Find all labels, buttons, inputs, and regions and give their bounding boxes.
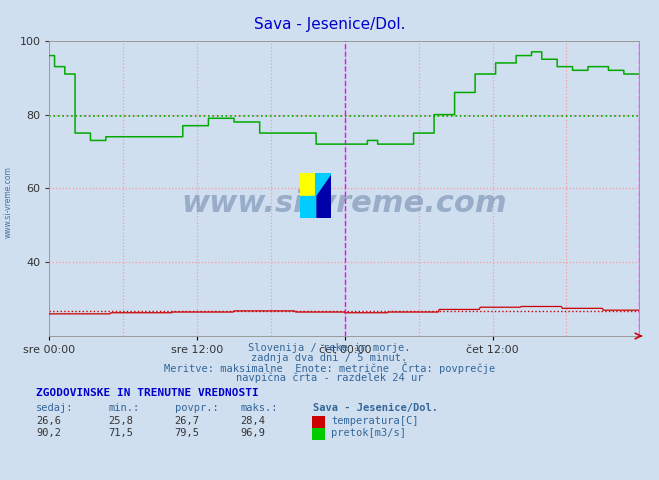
Text: 26,7: 26,7 [175, 417, 200, 426]
Text: 28,4: 28,4 [241, 417, 266, 426]
Text: 90,2: 90,2 [36, 429, 61, 438]
Text: ZGODOVINSKE IN TRENUTNE VREDNOSTI: ZGODOVINSKE IN TRENUTNE VREDNOSTI [36, 388, 259, 397]
Text: 26,6: 26,6 [36, 417, 61, 426]
Text: povpr.:: povpr.: [175, 403, 218, 413]
Text: pretok[m3/s]: pretok[m3/s] [331, 429, 407, 438]
Text: 96,9: 96,9 [241, 429, 266, 438]
Text: www.si-vreme.com: www.si-vreme.com [181, 189, 507, 217]
Bar [300, 173, 316, 196]
Polygon shape [300, 196, 316, 218]
Text: www.si-vreme.com: www.si-vreme.com [3, 166, 13, 238]
Text: 79,5: 79,5 [175, 429, 200, 438]
Polygon shape [300, 196, 316, 218]
Text: zadnja dva dni / 5 minut.: zadnja dva dni / 5 minut. [251, 353, 408, 362]
Text: maks.:: maks.: [241, 403, 278, 413]
Text: temperatura[C]: temperatura[C] [331, 417, 419, 426]
Text: Slovenija / reke in morje.: Slovenija / reke in morje. [248, 343, 411, 353]
Polygon shape [316, 173, 331, 218]
Text: sedaj:: sedaj: [36, 403, 74, 413]
Text: Sava - Jesenice/Dol.: Sava - Jesenice/Dol. [254, 17, 405, 32]
Polygon shape [316, 173, 331, 196]
Text: 71,5: 71,5 [109, 429, 134, 438]
Text: Sava - Jesenice/Dol.: Sava - Jesenice/Dol. [313, 403, 438, 413]
Text: 25,8: 25,8 [109, 417, 134, 426]
Text: min.:: min.: [109, 403, 140, 413]
Text: Meritve: maksimalne  Enote: metrične  Črta: povprečje: Meritve: maksimalne Enote: metrične Črta… [164, 362, 495, 374]
Text: navpična črta - razdelek 24 ur: navpična črta - razdelek 24 ur [236, 372, 423, 383]
